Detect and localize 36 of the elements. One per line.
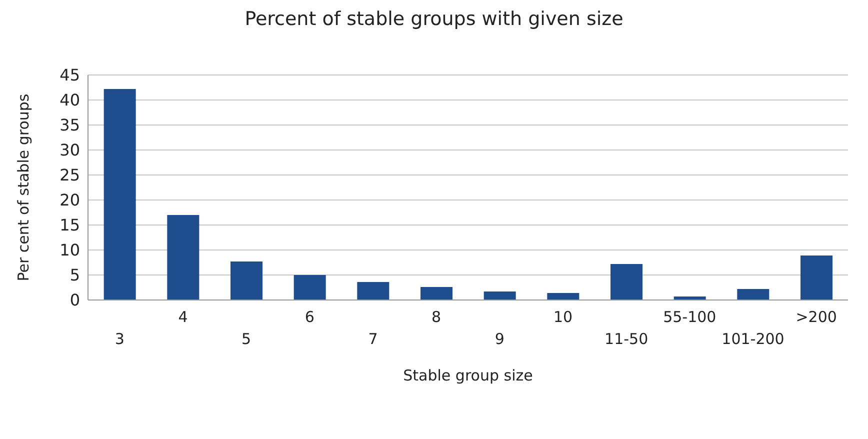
y-tick-label: 45 [60, 66, 80, 85]
y-tick-label: 30 [60, 140, 80, 160]
x-tick-label: 55-100 [663, 308, 716, 326]
y-tick-label: 20 [60, 190, 80, 210]
x-tick-label: 101-200 [722, 330, 784, 348]
x-tick-label: >200 [796, 308, 837, 326]
y-tick-label: 5 [70, 266, 80, 285]
x-tick-label: 9 [494, 330, 504, 348]
bar [800, 256, 832, 300]
x-tick-label: 6 [304, 308, 314, 326]
y-tick-label: 15 [60, 216, 80, 235]
chart-title: Percent of stable groups with given size [244, 8, 624, 30]
x-tick-label: 10 [553, 308, 573, 326]
x-tick-label: 7 [368, 330, 378, 348]
x-tick-label: 11-50 [604, 330, 648, 348]
y-tick-label: 10 [60, 240, 80, 260]
bar [737, 289, 770, 300]
x-tick-label: 4 [178, 308, 188, 326]
y-tick-label: 40 [60, 90, 80, 110]
bar [357, 282, 390, 300]
bar [167, 215, 200, 300]
y-tick-label: 0 [70, 290, 80, 310]
y-axis-title: Per cent of stable groups [14, 94, 32, 282]
y-tick-label: 35 [60, 116, 80, 135]
x-axis-title: Stable group size [403, 366, 533, 385]
x-tick-label: 3 [114, 330, 124, 348]
x-tick-label: 8 [432, 308, 442, 326]
bar [547, 293, 580, 300]
bar [484, 292, 516, 300]
bar [420, 287, 452, 300]
bar [230, 262, 262, 300]
bar [610, 264, 642, 300]
bar [104, 89, 136, 300]
bar [294, 275, 326, 300]
x-tick-label: 5 [242, 330, 252, 348]
y-tick-label: 25 [60, 166, 80, 185]
